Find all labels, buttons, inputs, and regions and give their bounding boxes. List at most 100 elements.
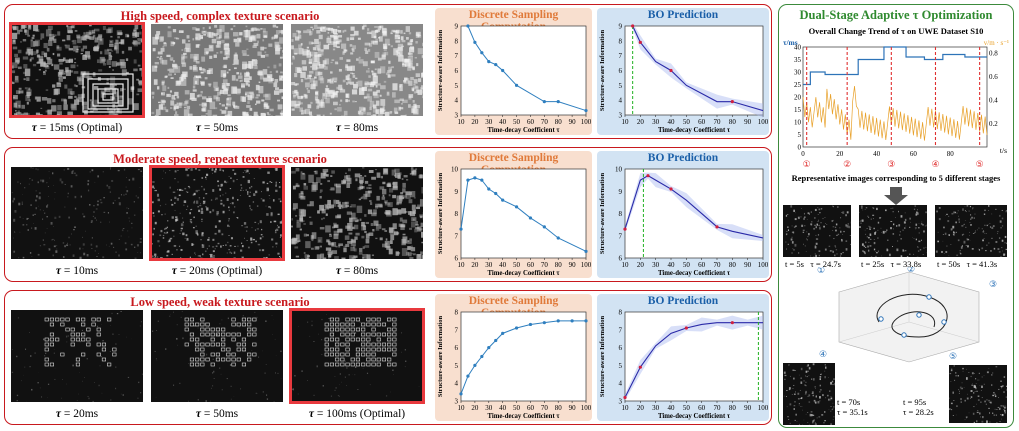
event-speck (818, 219, 819, 221)
event-speck (405, 37, 409, 40)
event-speck (313, 394, 315, 396)
event-speck (135, 195, 137, 197)
event-speck (294, 246, 299, 249)
event-speck (202, 202, 205, 205)
event-speck (354, 101, 357, 103)
event-speck (167, 250, 170, 253)
event-speck (125, 248, 128, 251)
event-speck (170, 77, 174, 79)
event-speck (299, 107, 304, 112)
event-speck (374, 25, 378, 28)
event-speck (266, 398, 269, 400)
event-speck (956, 254, 959, 256)
event-speck (338, 243, 343, 246)
event-speck (223, 57, 228, 60)
event-speck (277, 99, 281, 102)
event-speck (309, 70, 314, 74)
texture-cell (189, 337, 195, 342)
event-speck (224, 42, 230, 46)
event-speck (46, 47, 50, 52)
event-speck (833, 237, 835, 240)
event-speck (160, 36, 164, 41)
event-speck (114, 199, 116, 202)
event-speck (892, 207, 894, 209)
event-speck (291, 45, 294, 50)
event-speck (1001, 418, 1002, 420)
event-speck (97, 200, 100, 203)
event-speck (325, 85, 328, 88)
event-speck (179, 382, 181, 384)
texture-cell (210, 342, 215, 347)
event-speck (344, 29, 347, 32)
event-speck (338, 205, 344, 209)
event-speck (822, 217, 824, 220)
event-speck (982, 239, 984, 242)
event-speck (310, 51, 315, 57)
event-speck (304, 108, 311, 115)
event-speck (829, 250, 832, 252)
event-speck (91, 169, 94, 172)
event-speck (388, 188, 394, 193)
event-speck (102, 62, 107, 66)
event-speck (248, 37, 253, 42)
event-speck (343, 179, 347, 183)
event-speck (201, 218, 203, 220)
event-speck (915, 238, 917, 241)
event-speck (834, 226, 837, 228)
texture-cell (107, 317, 112, 322)
event-speck (232, 101, 236, 106)
event-speck (362, 246, 365, 249)
event-speck (408, 62, 413, 68)
event-speck (163, 232, 166, 234)
texture-cell (345, 337, 350, 342)
event-speck (984, 400, 986, 403)
event-speck (802, 409, 803, 411)
event-speck (970, 218, 972, 220)
texture-cell (335, 352, 340, 357)
event-speck (367, 88, 373, 92)
event-speck (352, 75, 356, 78)
event-image (11, 310, 143, 402)
event-speck (56, 248, 58, 250)
texture-cell (355, 352, 360, 357)
event-speck (194, 325, 196, 327)
event-speck (70, 25, 75, 29)
event-speck (52, 99, 56, 103)
event-speck (825, 397, 827, 399)
event-speck (976, 411, 979, 414)
event-speck (173, 107, 176, 111)
event-speck (805, 375, 806, 377)
event-speck (792, 248, 794, 250)
event-speck (203, 68, 207, 73)
event-speck (310, 101, 313, 104)
texture-cell (387, 337, 392, 342)
event-speck (245, 25, 248, 28)
event-speck (82, 115, 89, 116)
texture-cell (60, 317, 65, 322)
event-speck (313, 340, 315, 342)
event-speck (992, 372, 994, 374)
event-speck (410, 76, 414, 81)
event-speck (38, 192, 41, 195)
event-speck (11, 65, 14, 69)
texture-cell (70, 342, 75, 347)
event-speck (99, 51, 103, 55)
event-speck (421, 231, 423, 238)
event-speck (169, 170, 171, 171)
event-speck (233, 32, 239, 37)
event-speck (161, 59, 168, 65)
y-tick-label: 7 (619, 326, 623, 334)
event-speck (818, 254, 820, 257)
event-speck (313, 24, 318, 30)
event-speck (36, 195, 38, 198)
event-speck (916, 212, 919, 215)
event-speck (29, 58, 32, 62)
texture-cell (247, 357, 252, 362)
texture-cell (371, 317, 376, 322)
event-speck (266, 105, 270, 109)
event-speck (875, 231, 877, 233)
event-speck (359, 87, 365, 95)
event-speck (126, 71, 129, 74)
event-speck (975, 378, 977, 380)
event-speck (203, 188, 205, 191)
